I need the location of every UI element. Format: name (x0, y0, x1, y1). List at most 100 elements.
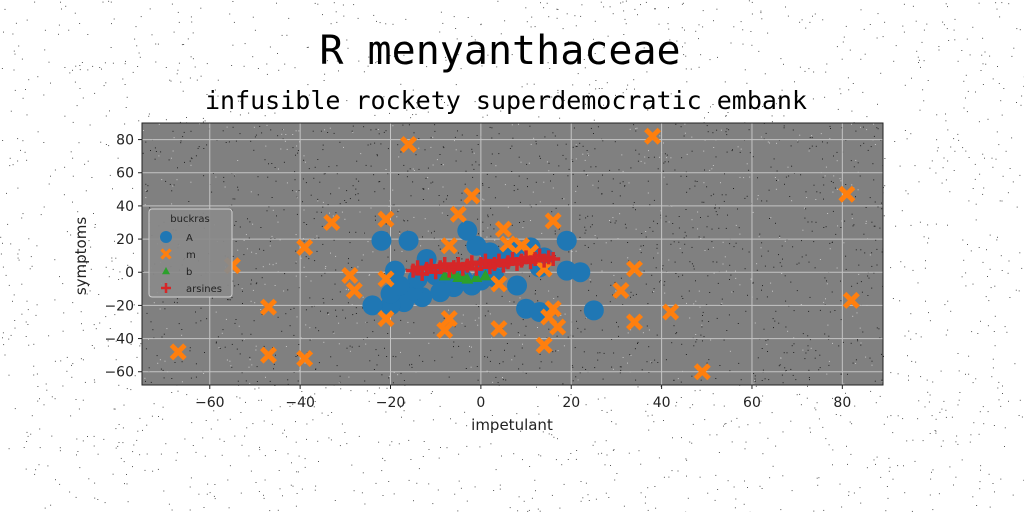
plot-noise-dot (851, 123, 852, 125)
noise-dot (624, 18, 626, 20)
plot-noise-dot (635, 209, 636, 211)
plot-noise-dot (603, 352, 605, 354)
noise-dot (785, 6, 786, 8)
plot-noise-dot (297, 150, 299, 151)
plot-noise-dot (582, 145, 584, 147)
plot-noise-dot (333, 239, 335, 241)
plot-noise-dot (292, 134, 294, 135)
plot-noise-dot (673, 325, 675, 327)
noise-dot (289, 405, 291, 407)
plot-noise-dot (295, 130, 297, 132)
plot-noise-dot (750, 278, 752, 280)
plot-noise-dot (144, 377, 146, 379)
noise-dot (588, 92, 590, 94)
noise-dot (12, 300, 13, 302)
plot-noise-dot (791, 200, 793, 202)
plot-noise-dot (776, 180, 777, 181)
noise-dot (333, 2, 335, 4)
plot-noise-dot (805, 254, 807, 256)
noise-dot (301, 488, 303, 490)
noise-dot (775, 445, 777, 447)
noise-dot (997, 236, 998, 238)
plot-noise-dot (165, 180, 167, 182)
noise-dot (899, 300, 901, 302)
noise-dot (439, 31, 441, 33)
data-point (535, 336, 553, 354)
noise-dot (750, 31, 752, 32)
plot-noise-dot (627, 362, 628, 364)
noise-dot (980, 320, 981, 322)
noise-dot (963, 107, 965, 109)
plot-noise-dot (684, 231, 686, 233)
plot-noise-dot (830, 128, 831, 129)
plot-noise-dot (746, 195, 748, 197)
noise-dot (111, 260, 113, 262)
plot-noise-dot (302, 238, 304, 239)
noise-dot (26, 441, 28, 442)
noise-dot (346, 100, 348, 102)
noise-dot (522, 459, 523, 461)
plot-noise-dot (181, 381, 183, 383)
noise-dot (191, 422, 193, 424)
noise-dot (393, 493, 395, 495)
plot-noise-dot (862, 126, 864, 128)
plot-noise-dot (495, 376, 497, 378)
noise-dot (54, 169, 56, 171)
noise-dot (638, 450, 640, 452)
plot-noise-dot (720, 182, 721, 184)
noise-dot (910, 224, 912, 226)
noise-dot (582, 497, 584, 499)
noise-dot (826, 63, 828, 65)
noise-dot (99, 322, 101, 324)
noise-dot (238, 100, 240, 102)
plot-noise-dot (759, 233, 761, 235)
plot-noise-dot (601, 193, 603, 195)
plot-noise-dot (284, 140, 286, 142)
plot-noise-dot (365, 321, 367, 323)
plot-noise-dot (624, 185, 625, 187)
noise-dot (609, 6, 611, 8)
noise-dot (929, 494, 931, 496)
noise-dot (962, 239, 964, 241)
plot-noise-dot (384, 347, 385, 349)
noise-dot (559, 117, 561, 119)
noise-dot (534, 26, 536, 28)
plot-noise-dot (146, 190, 148, 192)
noise-dot (189, 509, 191, 511)
plot-noise-dot (407, 220, 409, 222)
plot-noise-dot (672, 233, 674, 235)
noise-dot (192, 445, 194, 446)
plot-noise-dot (222, 130, 224, 132)
plot-noise-dot (861, 291, 863, 293)
noise-dot (927, 391, 929, 393)
noise-dot (944, 304, 946, 306)
plot-noise-dot (619, 195, 621, 197)
plot-noise-dot (403, 380, 405, 381)
plot-noise-dot (253, 320, 255, 322)
noise-dot (112, 268, 114, 270)
plot-noise-dot (648, 157, 650, 159)
plot-noise-dot (740, 379, 742, 381)
noise-dot (577, 108, 579, 109)
plot-noise-dot (768, 189, 770, 191)
noise-dot (730, 42, 732, 44)
plot-noise-dot (424, 218, 426, 220)
noise-dot (66, 370, 68, 372)
plot-noise-dot (824, 175, 826, 177)
plot-noise-dot (874, 201, 876, 203)
x-axis: −60 −40 −20 0 20 40 60 80 (195, 385, 851, 411)
plot-noise-dot (385, 223, 387, 225)
noise-dot (601, 88, 603, 89)
plot-noise-dot (871, 360, 873, 362)
plot-noise-dot (418, 168, 420, 170)
plot-noise-dot (783, 125, 785, 127)
plot-noise-dot (602, 140, 604, 142)
plot-noise-dot (701, 320, 703, 322)
noise-dot (58, 33, 59, 35)
noise-dot (486, 114, 488, 116)
plot-noise-dot (585, 174, 587, 176)
noise-dot (277, 509, 279, 511)
plot-noise-dot (333, 332, 335, 334)
plot-noise-dot (818, 369, 820, 371)
plot-noise-dot (228, 141, 230, 143)
